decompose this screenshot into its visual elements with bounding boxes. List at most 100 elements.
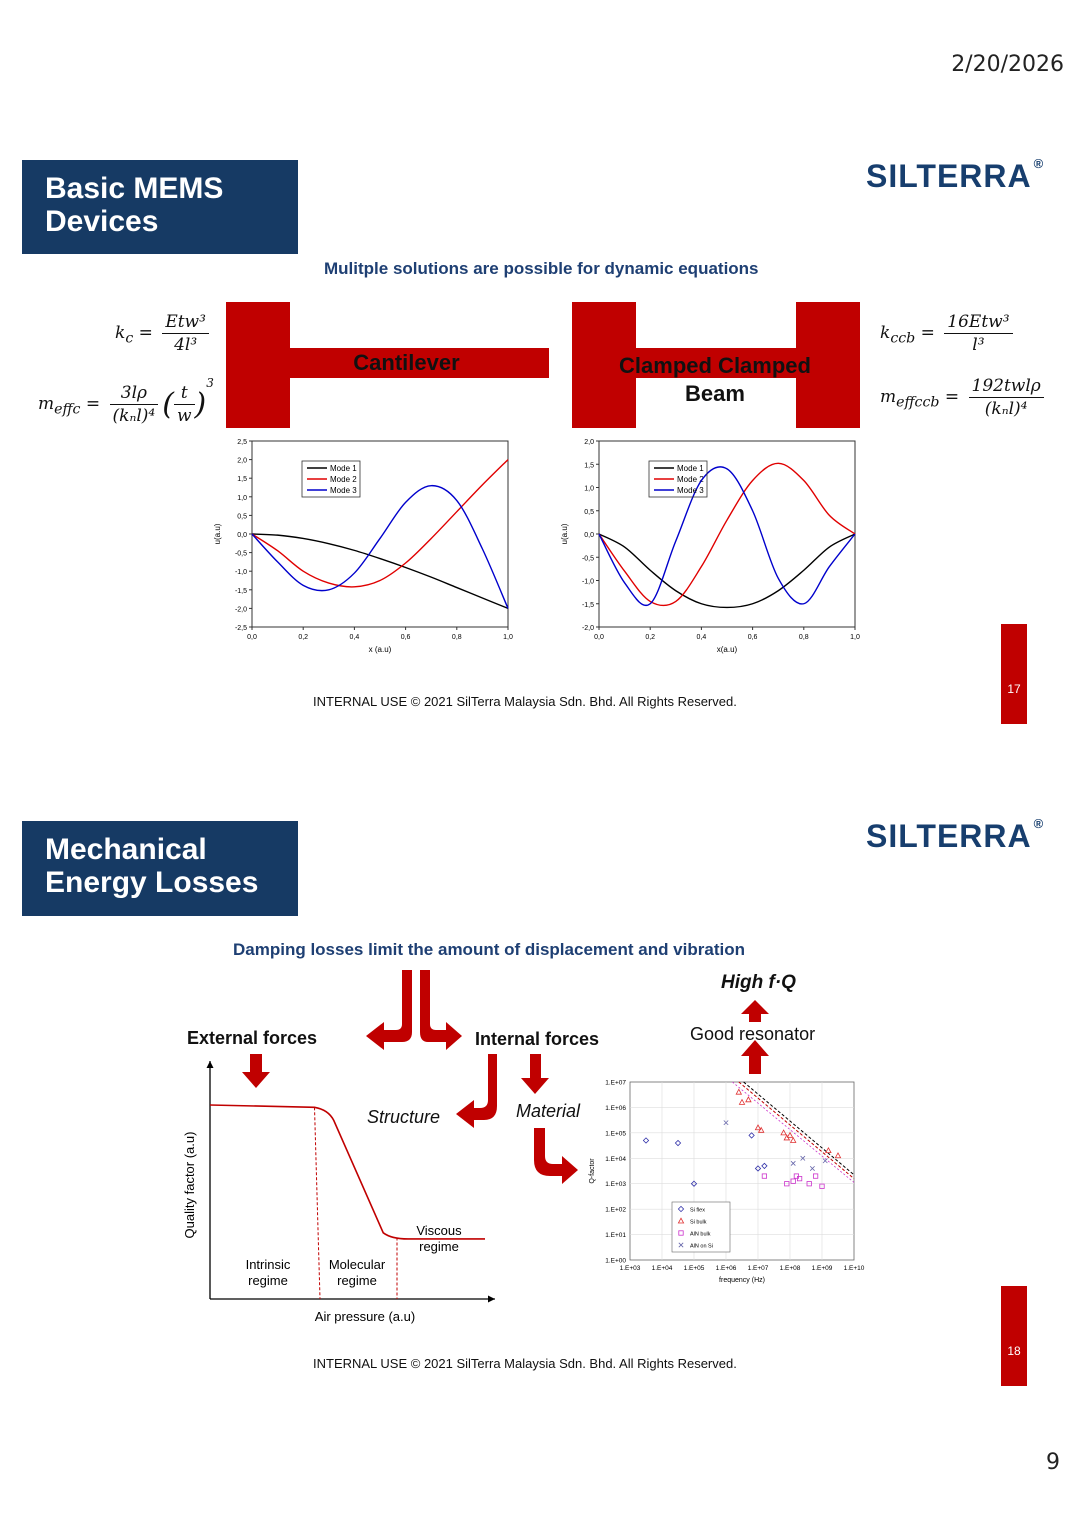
y-tick-label: -1,0 xyxy=(235,569,247,576)
plot-frame xyxy=(251,440,509,628)
data-point-si-bulk xyxy=(789,1136,797,1143)
slide18-number: 18 xyxy=(1007,1344,1021,1358)
y-tick-label: 1.E+04 xyxy=(605,1156,626,1163)
legend-label: Mode 2 xyxy=(677,475,704,484)
y-tick-label: -0,5 xyxy=(235,551,247,558)
material-label: Material xyxy=(516,1101,581,1121)
logo-text: SILTERRA xyxy=(866,818,1032,854)
formula-meff: meffc = 3lρ (kₙl)⁴(t w)3 xyxy=(38,376,214,426)
structure-label: Structure xyxy=(367,1107,441,1127)
y-tick-label: 0,0 xyxy=(584,532,594,539)
x-tick-label: 0,2 xyxy=(298,634,308,641)
slide18-number-tab: 18 xyxy=(1001,1286,1027,1386)
y-tick-label: 1.E+00 xyxy=(605,1258,626,1265)
clamped-beam-label: Clamped Clamped Beam xyxy=(600,352,830,408)
y-tick-label: 2,0 xyxy=(584,439,594,446)
legend-box xyxy=(671,1201,731,1253)
regime-viscous-line2: regime xyxy=(419,1239,459,1254)
y-tick-label: 1.E+01 xyxy=(605,1232,626,1239)
external-down-arrow xyxy=(242,1054,270,1088)
clamped-label-line2: Beam xyxy=(685,381,745,406)
x-tick-label: 0,6 xyxy=(401,634,411,641)
y-tick-label: 1,0 xyxy=(237,495,247,502)
fq-limit-line-1 xyxy=(743,1081,855,1176)
slide18-title: Mechanical Energy Losses xyxy=(22,821,298,916)
x-tick-label: 0,2 xyxy=(645,634,655,641)
data-point-si-bulk xyxy=(735,1088,743,1095)
x-axis-label: Air pressure (a.u) xyxy=(315,1309,415,1324)
x-tick-label: 1.E+08 xyxy=(780,1265,801,1272)
x-tick-label: 0,8 xyxy=(452,634,462,641)
slide18-footer: INTERNAL USE © 2021 SilTerra Malaysia Sd… xyxy=(313,1356,737,1371)
y-tick-label: 1.E+03 xyxy=(605,1181,626,1188)
meffccb-symbol: m xyxy=(880,387,897,407)
slide18-subtitle: Damping losses limit the amount of displ… xyxy=(233,940,745,959)
y-tick-label: -1,5 xyxy=(235,588,247,595)
x-axis-arrowhead xyxy=(488,1295,495,1303)
y-tick-label: -1,0 xyxy=(582,579,594,586)
x-tick-label: 1.E+03 xyxy=(620,1265,641,1272)
legend-marker xyxy=(678,1230,684,1236)
plot-frame xyxy=(629,1081,855,1261)
kc-numerator: Etw³ xyxy=(162,312,209,334)
data-point-si-bulk xyxy=(745,1096,752,1103)
y-tick-label: 1.E+07 xyxy=(605,1080,626,1087)
y-tick-label: 1,5 xyxy=(237,476,247,483)
formula-meffccb: meffccb = 192twlρ (kₙl)⁴ xyxy=(880,376,1048,419)
y-tick-label: -2,0 xyxy=(582,625,594,632)
series-line-mode-3 xyxy=(598,466,856,607)
slide17-title-line2: Devices xyxy=(45,205,159,238)
data-point-si-bulk xyxy=(834,1152,842,1159)
meff-subscript: effc xyxy=(54,401,81,418)
data-point-aln-bulk xyxy=(819,1183,825,1189)
legend-box xyxy=(301,460,361,498)
material-chart-arrow xyxy=(534,1128,578,1184)
slide17-number: 17 xyxy=(1007,682,1021,696)
x-tick-label: 0,4 xyxy=(697,634,707,641)
slide17-title: Basic MEMS Devices xyxy=(22,160,298,254)
logo-registered-mark: ® xyxy=(1033,156,1045,171)
legend-marker xyxy=(677,1217,685,1224)
quality-factor-pressure-chart: IntrinsicregimeMolecularregimeViscousreg… xyxy=(182,1061,495,1324)
regime-viscous-line1: Viscous xyxy=(416,1223,462,1238)
series-line-mode-2 xyxy=(598,462,856,607)
formula-kc: kc = Etw³ 4l³ xyxy=(115,312,213,355)
kc-denominator: 4l³ xyxy=(174,335,198,355)
y-tick-label: -1,5 xyxy=(582,602,594,609)
series-line-mode-3 xyxy=(251,484,509,609)
clamped-label-line1: Clamped Clamped xyxy=(619,353,811,378)
data-point-aln-bulk xyxy=(796,1176,803,1182)
x-tick-label: 1,0 xyxy=(503,634,513,641)
y-axis-label: Quality factor (a.u) xyxy=(182,1132,197,1239)
slide17-footer: INTERNAL USE © 2021 SilTerra Malaysia Sd… xyxy=(313,694,737,709)
meff-exponent: 3 xyxy=(206,376,214,390)
y-tick-label: 2,0 xyxy=(237,458,247,465)
y-tick-label: 1.E+05 xyxy=(605,1130,626,1137)
good-resonator-up-arrow xyxy=(741,1040,769,1074)
cantilever-label: Cantilever xyxy=(353,350,460,375)
kccb-symbol: k xyxy=(880,323,891,343)
data-point-si-flex xyxy=(748,1132,755,1139)
x-tick-label: 0,0 xyxy=(247,634,257,641)
data-point-si-flex xyxy=(674,1139,682,1147)
y-tick-label: -0,5 xyxy=(582,555,594,562)
y-tick-label: 0,5 xyxy=(237,513,247,520)
legend-label: Mode 2 xyxy=(330,475,357,484)
x-tick-label: 1,0 xyxy=(850,634,860,641)
series-line-mode-1 xyxy=(598,533,856,609)
y-tick-label: 0,0 xyxy=(237,532,247,539)
x-tick-label: 1.E+10 xyxy=(844,1265,865,1272)
cantilever-mode-chart: 2,52,01,51,00,50,0-0,5-1,0-1,5-2,0-2,50,… xyxy=(213,439,513,654)
meffccb-subscript: effccb xyxy=(896,394,940,411)
kc-subscript: c xyxy=(125,330,134,347)
slide18-title-line1: Mechanical xyxy=(45,833,207,866)
y-axis-label: u(a.u) xyxy=(213,523,222,544)
y-axis-arrowhead xyxy=(206,1061,214,1068)
meffccb-numerator: 192twlρ xyxy=(968,376,1044,398)
data-point-aln-on-si xyxy=(809,1165,815,1171)
meffccb-denominator: (kₙl)⁴ xyxy=(984,399,1028,419)
x-tick-label: 1.E+04 xyxy=(652,1265,673,1272)
y-axis-label: Q-factor xyxy=(589,1158,596,1184)
data-point-si-flex xyxy=(761,1162,768,1170)
high-fq-label: High f·Q xyxy=(721,972,796,993)
